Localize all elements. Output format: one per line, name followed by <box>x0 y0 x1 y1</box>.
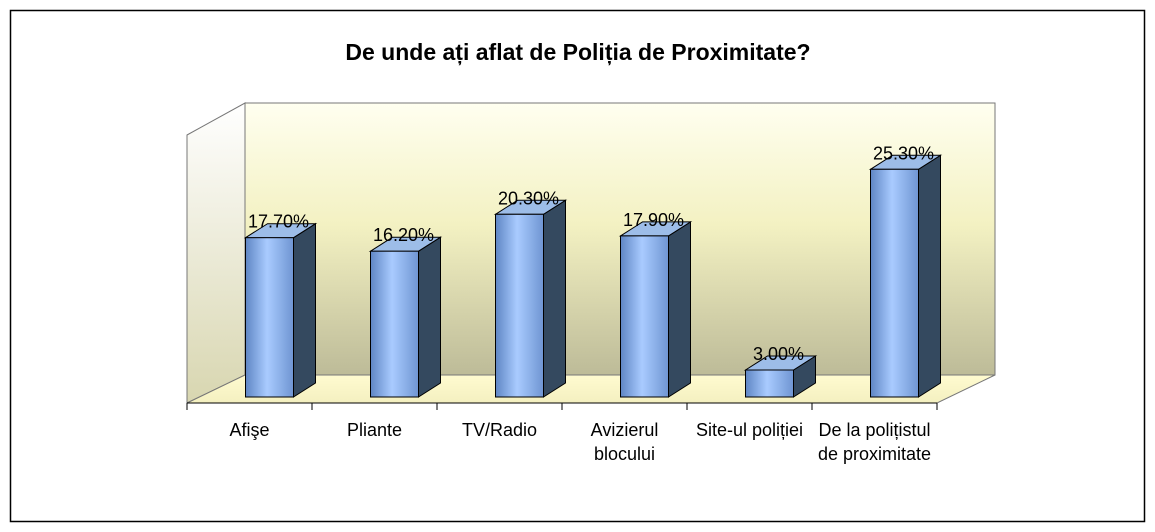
value-label: 20.30% <box>498 188 559 208</box>
bar <box>495 213 544 398</box>
side-wall <box>186 102 246 404</box>
x-tick-label: TV/Radio <box>461 420 538 440</box>
bar-side <box>543 199 566 398</box>
x-tick-label: Avizierul blocului <box>590 420 659 464</box>
x-tick-label: De la polițistul de proximitate <box>817 420 932 464</box>
bar <box>245 237 294 398</box>
x-tick-label: Site-ul poliției <box>695 420 804 440</box>
x-tick-label: Afişe <box>229 420 270 440</box>
bar-side <box>668 220 691 398</box>
bar <box>370 250 419 398</box>
bar <box>620 235 669 398</box>
value-label: 25.30% <box>873 143 934 163</box>
value-label: 17.70% <box>248 212 309 232</box>
x-tick-label: Pliante <box>346 420 403 440</box>
bar-side <box>918 154 941 398</box>
bar <box>745 369 794 398</box>
value-label: 16.20% <box>373 225 434 245</box>
bar-side <box>293 222 316 398</box>
value-label: 3.00% <box>753 344 804 364</box>
bar-side <box>418 236 441 398</box>
chart-title: De unde ați aflat de Poliția de Proximit… <box>345 39 810 66</box>
bar <box>870 168 919 398</box>
value-label: 17.90% <box>623 210 684 230</box>
